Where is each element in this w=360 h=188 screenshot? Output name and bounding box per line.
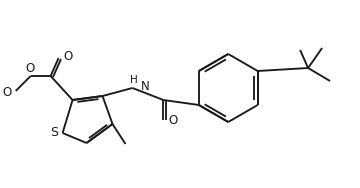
Text: S: S — [51, 127, 59, 139]
Text: O: O — [64, 51, 73, 64]
Text: O: O — [3, 86, 12, 99]
Text: O: O — [25, 61, 34, 74]
Text: O: O — [168, 114, 177, 127]
Text: H: H — [130, 75, 137, 85]
Text: N: N — [140, 80, 149, 93]
